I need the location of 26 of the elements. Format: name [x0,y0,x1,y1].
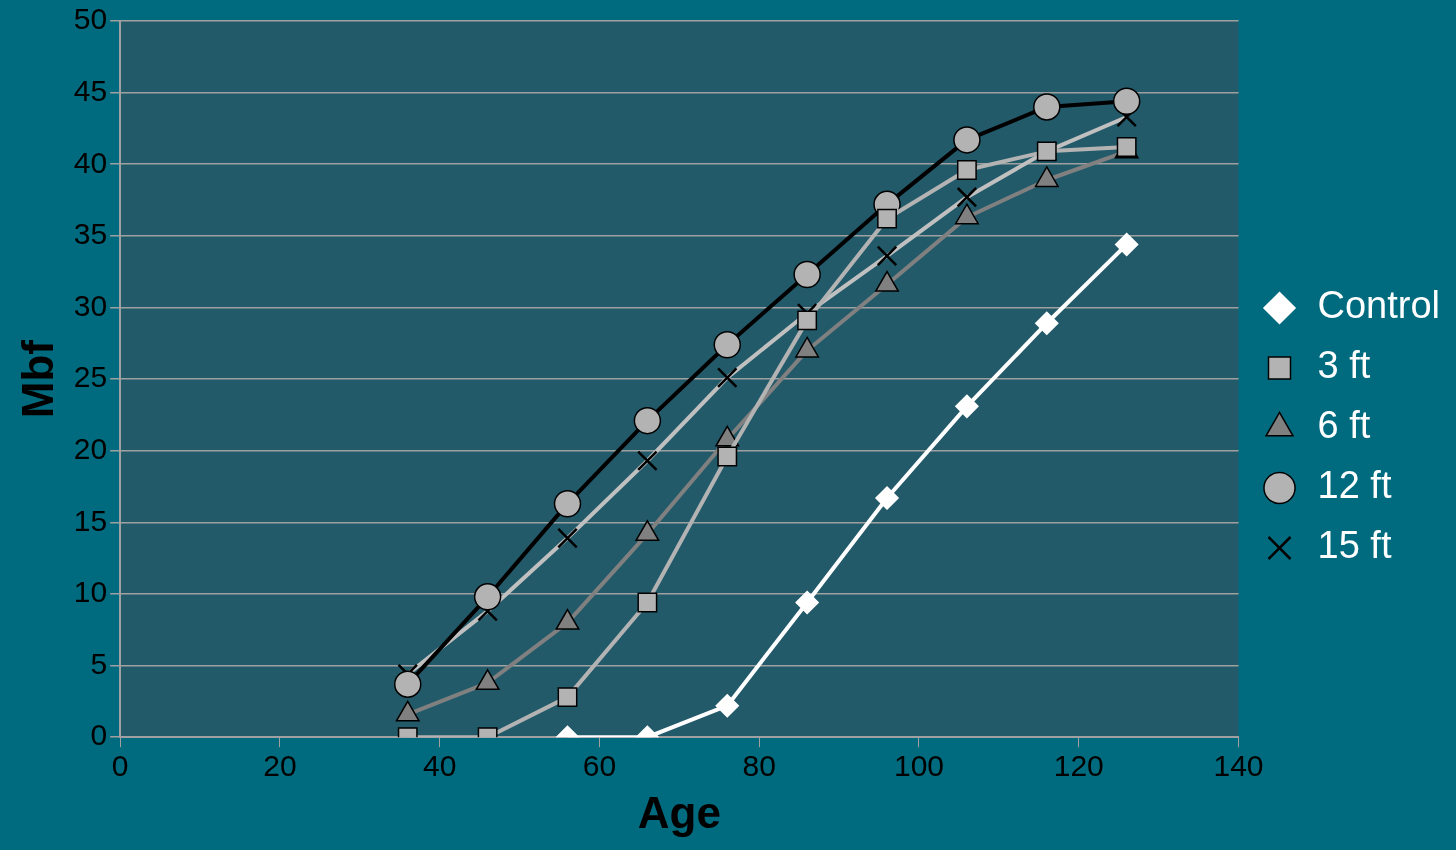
y-tick-label: 5 [90,646,108,680]
legend-label: 6 ft [1317,404,1371,447]
x-tick-label: 60 [582,749,617,783]
x-tick-label: 140 [1213,749,1264,783]
legend-label: 3 ft [1317,344,1371,387]
x-axis-title: Age [637,787,721,837]
legend-label: 15 ft [1317,524,1392,567]
legend-label: Control [1317,284,1440,327]
y-tick-label: 20 [73,431,108,465]
x-tick-label: 100 [893,749,945,783]
y-tick-label: 50 [73,2,108,36]
x-tick-label: 0 [111,749,129,783]
y-axis-title: Mbf [12,339,62,419]
x-tick-label: 120 [1053,749,1104,783]
x-tick-label: 80 [742,749,776,783]
y-tick-label: 30 [73,288,108,322]
legend-label: 12 ft [1317,464,1392,507]
y-tick-label: 40 [73,145,108,179]
y-tick-label: 35 [73,217,108,251]
x-tick-label: 40 [423,749,457,783]
y-tick-label: 10 [73,575,108,609]
y-tick-label: 45 [73,73,108,107]
y-tick-label: 25 [73,360,108,394]
y-tick-label: 15 [73,503,108,537]
x-tick-label: 20 [263,749,297,783]
y-tick-label: 0 [90,718,108,752]
